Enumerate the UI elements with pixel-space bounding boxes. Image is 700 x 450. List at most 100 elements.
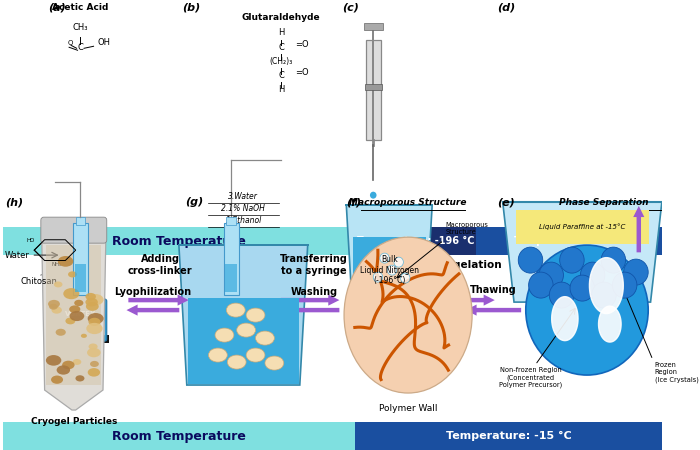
Text: (b): (b) — [182, 2, 200, 12]
Text: Washing: Washing — [290, 287, 337, 297]
Text: Cryogel Particles: Cryogel Particles — [31, 417, 117, 426]
Polygon shape — [42, 240, 106, 410]
Text: Macroporous Structure: Macroporous Structure — [349, 198, 467, 207]
Ellipse shape — [81, 334, 87, 338]
Polygon shape — [353, 237, 426, 294]
FancyBboxPatch shape — [233, 320, 255, 336]
Bar — [365, 40, 381, 140]
Text: Water: Water — [5, 251, 29, 260]
Ellipse shape — [73, 359, 81, 365]
Text: OH: OH — [97, 38, 111, 47]
Text: (h): (h) — [5, 197, 23, 207]
Circle shape — [612, 272, 637, 298]
Text: O: O — [67, 40, 73, 46]
Ellipse shape — [87, 348, 101, 357]
Polygon shape — [503, 202, 662, 302]
Text: Phase Separation: Phase Separation — [559, 198, 648, 207]
Text: Room Temperature: Room Temperature — [112, 429, 246, 442]
Ellipse shape — [69, 311, 84, 321]
Text: Frozen
Region
(Ice Crystals): Frozen Region (Ice Crystals) — [654, 362, 699, 382]
Text: Room Temperature: Room Temperature — [112, 234, 246, 248]
Polygon shape — [589, 257, 623, 314]
Text: Macroporous
Structure: Macroporous Structure — [446, 222, 489, 235]
Text: O: O — [61, 233, 65, 238]
Bar — [52, 335, 108, 343]
Polygon shape — [516, 210, 649, 244]
Ellipse shape — [265, 356, 284, 370]
Bar — [364, 23, 383, 30]
Ellipse shape — [48, 300, 60, 308]
Circle shape — [570, 275, 594, 301]
Circle shape — [373, 272, 383, 282]
FancyBboxPatch shape — [57, 320, 78, 336]
Bar — [365, 84, 382, 90]
Text: 1.Ethanol: 1.Ethanol — [225, 216, 261, 225]
Text: Lyophilization: Lyophilization — [114, 287, 192, 297]
Ellipse shape — [86, 302, 99, 311]
Circle shape — [370, 205, 377, 211]
Ellipse shape — [86, 323, 103, 334]
Ellipse shape — [54, 281, 62, 288]
Text: Temperature: -15 °C: Temperature: -15 °C — [514, 236, 624, 246]
Circle shape — [539, 262, 564, 288]
Ellipse shape — [62, 361, 75, 369]
Ellipse shape — [344, 237, 472, 393]
FancyBboxPatch shape — [54, 299, 107, 341]
FancyBboxPatch shape — [207, 320, 229, 336]
Text: 2.1% NaOH: 2.1% NaOH — [221, 204, 265, 213]
Text: HO: HO — [27, 238, 35, 243]
FancyBboxPatch shape — [41, 217, 107, 243]
Bar — [372, 25, 375, 140]
Circle shape — [370, 218, 377, 225]
Text: C: C — [278, 71, 284, 80]
Polygon shape — [188, 298, 299, 384]
Ellipse shape — [88, 294, 104, 305]
Text: Glutaraldehyde: Glutaraldehyde — [241, 14, 321, 22]
Text: (g): (g) — [185, 197, 203, 207]
Bar — [356, 422, 662, 450]
Text: H: H — [278, 85, 284, 94]
Text: Chitosan: Chitosan — [20, 277, 57, 286]
Ellipse shape — [51, 376, 63, 384]
Ellipse shape — [246, 308, 265, 322]
Ellipse shape — [88, 343, 97, 350]
Bar — [244, 337, 253, 357]
Text: Polymer Wall: Polymer Wall — [379, 404, 438, 413]
Text: Temperature: -196 °C: Temperature: -196 °C — [357, 236, 475, 246]
FancyBboxPatch shape — [69, 291, 92, 305]
Ellipse shape — [246, 348, 265, 362]
Bar — [73, 223, 88, 295]
Ellipse shape — [90, 361, 99, 367]
Text: =O: =O — [295, 68, 309, 77]
Ellipse shape — [57, 365, 70, 375]
Text: NH₂: NH₂ — [51, 262, 62, 267]
Text: Adding
cross-linker: Adding cross-linker — [128, 254, 192, 276]
Bar — [75, 264, 86, 292]
Ellipse shape — [68, 271, 77, 278]
Ellipse shape — [85, 293, 96, 300]
Bar — [76, 217, 85, 225]
Text: VORTEX: VORTEX — [64, 311, 96, 317]
Text: OH: OH — [78, 258, 86, 263]
Bar — [203, 335, 259, 343]
Text: Transferring
to a syringe: Transferring to a syringe — [280, 254, 348, 276]
FancyBboxPatch shape — [220, 291, 242, 305]
FancyBboxPatch shape — [204, 299, 258, 341]
Text: CH₃: CH₃ — [73, 23, 88, 32]
Polygon shape — [598, 306, 621, 342]
Text: 3.Water: 3.Water — [228, 192, 258, 201]
Bar — [59, 337, 68, 357]
Text: Liquid Paraffine at -15°C: Liquid Paraffine at -15°C — [539, 223, 626, 230]
Text: C: C — [78, 43, 83, 52]
Text: (e): (e) — [498, 197, 515, 207]
Text: OH: OH — [78, 238, 86, 243]
Ellipse shape — [88, 368, 100, 377]
Bar — [225, 264, 237, 292]
Text: (c): (c) — [342, 2, 359, 12]
Text: C: C — [278, 43, 284, 52]
Circle shape — [526, 245, 648, 375]
Circle shape — [580, 262, 605, 288]
Text: (a): (a) — [48, 2, 66, 12]
Ellipse shape — [46, 355, 62, 366]
Circle shape — [601, 247, 626, 273]
